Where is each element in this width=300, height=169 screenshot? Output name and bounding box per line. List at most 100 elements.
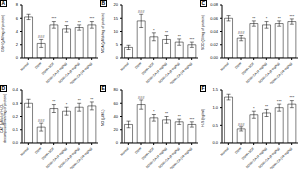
svg-text:Normal: Normal	[20, 146, 30, 156]
svg-text:**: **	[278, 16, 282, 21]
svg-text:DDW+CA (8 mg/kg): DDW+CA (8 mg/kg)	[258, 62, 281, 84]
svg-text:###: ###	[238, 30, 245, 35]
svg-text:Normal: Normal	[20, 61, 30, 71]
svg-text:DDW+CA (16 mg/kg): DDW+CA (16 mg/kg)	[269, 146, 292, 168]
svg-text:0.02: 0.02	[210, 42, 219, 47]
svg-text:**: **	[178, 113, 182, 118]
svg-text:10: 10	[114, 29, 119, 34]
svg-text:40: 40	[114, 113, 119, 118]
svg-text:DDW+CA (16 mg/kg): DDW+CA (16 mg/kg)	[169, 62, 193, 84]
svg-text:0: 0	[116, 55, 119, 60]
svg-text:DDW+CA (16 mg/kg): DDW+CA (16 mg/kg)	[69, 146, 93, 168]
svg-text:DDW+SCE: DDW+SCE	[40, 146, 56, 161]
svg-text:*: *	[266, 16, 268, 21]
svg-text:***: ***	[52, 16, 57, 21]
svg-text:***: ***	[190, 116, 195, 121]
svg-text:DDW+CA (8 mg/kg): DDW+CA (8 mg/kg)	[258, 146, 281, 168]
svg-text:**: **	[265, 104, 269, 109]
svg-text:0.3: 0.3	[12, 100, 18, 105]
svg-text:0.2: 0.2	[12, 113, 18, 118]
svg-text:**: **	[165, 30, 169, 35]
svg-text:Normal: Normal	[220, 61, 230, 71]
svg-text:***: ***	[277, 98, 282, 103]
svg-text:DDW+SCE: DDW+SCE	[240, 146, 256, 161]
svg-text:DDW+CA (4 mg/kg): DDW+CA (4 mg/kg)	[245, 146, 268, 168]
svg-text:*: *	[153, 109, 155, 114]
svg-text:###: ###	[38, 117, 45, 122]
html-text:GSH (μM/mg of protein): GSH (μM/mg of protein)	[1, 14, 6, 52]
svg-text:DDW+CA (4 mg/kg): DDW+CA (4 mg/kg)	[145, 62, 168, 84]
svg-text:**: **	[52, 99, 56, 104]
svg-text:0: 0	[16, 55, 19, 60]
svg-text:DDW+SCE: DDW+SCE	[240, 61, 256, 76]
svg-text:DDW+CA (4 mg/kg): DDW+CA (4 mg/kg)	[45, 146, 68, 168]
svg-text:*: *	[66, 102, 68, 107]
svg-text:DDW+CA (8 mg/kg): DDW+CA (8 mg/kg)	[158, 146, 181, 168]
svg-text:20: 20	[114, 2, 119, 7]
svg-text:5: 5	[116, 42, 119, 47]
svg-text:DDW+CA (4 mg/kg): DDW+CA (4 mg/kg)	[145, 146, 168, 168]
svg-text:DDW+SCE: DDW+SCE	[140, 61, 156, 76]
svg-text:Normal: Normal	[220, 146, 230, 156]
svg-text:DDW: DDW	[34, 62, 42, 70]
svg-text:DDW+CA (16 mg/kg): DDW+CA (16 mg/kg)	[169, 146, 193, 168]
svg-text:**: **	[78, 98, 82, 103]
html-text:MDA (μMol/mg of protein): MDA (μMol/mg of protein)	[101, 13, 106, 53]
svg-text:DDW+CA (16 mg/kg): DDW+CA (16 mg/kg)	[69, 62, 93, 84]
svg-text:***: ***	[290, 14, 292, 19]
svg-text:8: 8	[16, 2, 19, 7]
svg-text:DDW+SCE: DDW+SCE	[40, 61, 56, 76]
svg-text:0.4: 0.4	[12, 87, 18, 92]
svg-text:DDW+CA (8 mg/kg): DDW+CA (8 mg/kg)	[158, 62, 181, 84]
svg-text:0.1: 0.1	[12, 127, 18, 132]
svg-text:DDW: DDW	[234, 62, 242, 70]
svg-text:20: 20	[114, 127, 119, 132]
svg-text:1.5: 1.5	[212, 87, 218, 92]
svg-text:DDW+CA (16 mg/kg): DDW+CA (16 mg/kg)	[269, 62, 292, 84]
svg-text:0.04: 0.04	[210, 29, 219, 34]
svg-text:DDW+CA (4 mg/kg): DDW+CA (4 mg/kg)	[45, 62, 68, 84]
svg-text:4: 4	[16, 29, 19, 34]
svg-text:###: ###	[138, 9, 145, 14]
svg-text:**: **	[78, 20, 82, 25]
svg-text:DDW+CA (8 mg/kg): DDW+CA (8 mg/kg)	[58, 62, 81, 84]
svg-text:1.0: 1.0	[212, 105, 218, 110]
svg-text:DDW+CA (8 mg/kg): DDW+CA (8 mg/kg)	[58, 146, 81, 168]
svg-text:0.5: 0.5	[212, 122, 218, 127]
svg-text:**: **	[90, 96, 94, 101]
svg-text:*: *	[153, 28, 155, 33]
svg-text:**: **	[252, 16, 256, 21]
svg-text:15: 15	[114, 16, 119, 21]
svg-text:###: ###	[238, 121, 245, 126]
svg-text:0.0: 0.0	[212, 140, 218, 145]
html-text:CAT (μMol of H₂O₂ decomposed/m: CAT (μMol of H₂O₂ decomposed/min/mg of p…	[0, 92, 7, 143]
svg-text:DDW+CA (4 mg/kg): DDW+CA (4 mg/kg)	[245, 62, 268, 84]
svg-text:0.0: 0.0	[12, 140, 18, 145]
svg-text:0.00: 0.00	[210, 55, 219, 60]
html-text:A: A	[1, 0, 6, 6]
svg-text:**: **	[65, 20, 69, 25]
svg-text:*: *	[253, 106, 255, 111]
svg-text:Normal: Normal	[120, 61, 130, 71]
svg-text:0.08: 0.08	[210, 2, 219, 7]
html-text:B: B	[101, 0, 106, 6]
svg-text:60: 60	[114, 100, 119, 105]
svg-text:DDW: DDW	[134, 62, 142, 70]
svg-text:0.06: 0.06	[210, 16, 219, 21]
svg-text:DDW+SCE: DDW+SCE	[140, 146, 156, 161]
svg-text:DDW: DDW	[234, 146, 242, 154]
svg-text:***: ***	[90, 16, 95, 21]
svg-text:DDW: DDW	[134, 146, 142, 154]
svg-text:2: 2	[16, 42, 19, 47]
svg-text:**: **	[178, 34, 182, 39]
svg-text:***: ***	[290, 95, 292, 100]
svg-text:***: ***	[190, 37, 195, 42]
svg-text:###: ###	[138, 94, 145, 99]
svg-text:6: 6	[16, 16, 19, 21]
svg-text:80: 80	[114, 87, 119, 92]
svg-text:DDW: DDW	[34, 146, 42, 154]
svg-text:###: ###	[38, 34, 45, 39]
svg-text:Normal: Normal	[120, 146, 130, 156]
svg-text:0: 0	[116, 140, 119, 145]
svg-text:**: **	[165, 111, 169, 116]
